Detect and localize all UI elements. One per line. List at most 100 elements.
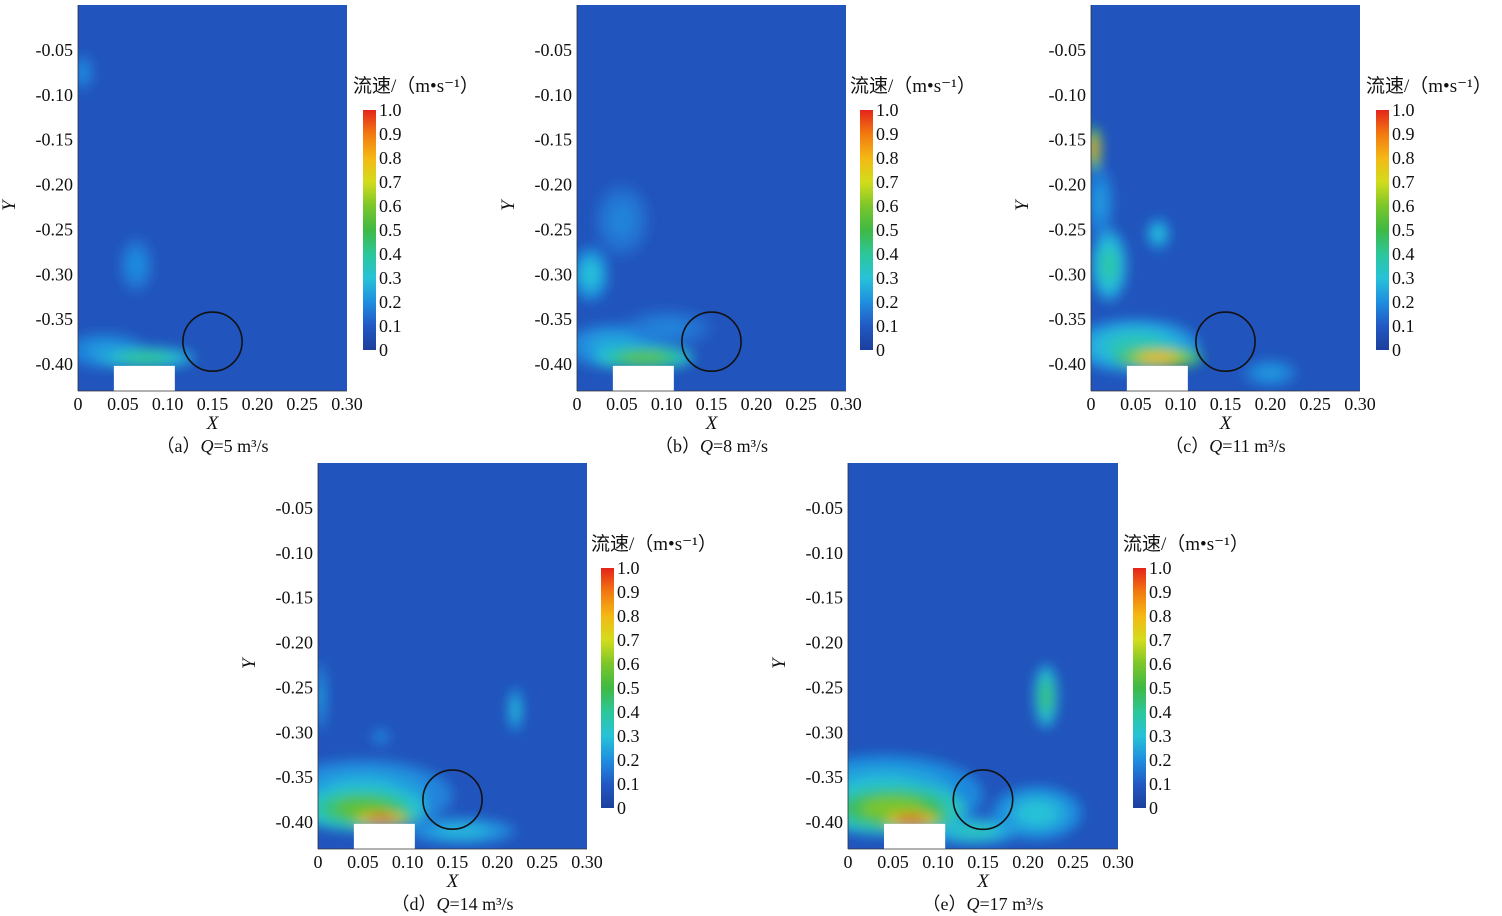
velocity-hotspot <box>646 320 687 337</box>
y-tick-label: -0.10 <box>36 85 74 105</box>
colorbar-tick-label: 0.4 <box>1392 244 1415 264</box>
colorbar-tick-label: 0 <box>617 798 626 818</box>
y-axis-label: Y <box>498 198 519 211</box>
panel-b: 0 0.05 0.10 0.15 0.20 0.25 0.30-0.05-0.10-0.15… <box>498 5 976 456</box>
colorbar-tick-label: 0.4 <box>617 702 640 722</box>
x-tick-label: 0.10 <box>152 394 184 414</box>
colorbar-tick-label: 0.2 <box>1149 750 1172 770</box>
colorbar-tick-label: 0.2 <box>379 292 402 312</box>
y-tick-label: -0.35 <box>806 767 844 787</box>
colorbar-tick-label: 0.6 <box>876 196 899 216</box>
obstacle-circle <box>182 311 243 373</box>
y-tick-label: -0.10 <box>806 543 844 563</box>
panel-c: 0 0.05 0.10 0.15 0.20 0.25 0.30-0.05-0.10-0.15… <box>1012 5 1492 456</box>
velocity-hotspot <box>129 253 144 278</box>
inlet-block <box>884 823 946 849</box>
caption-value: =8 m³/s <box>713 436 768 456</box>
x-tick-label: 0 <box>1087 394 1096 414</box>
colorbar-tick-label: 0.7 <box>617 630 640 650</box>
inlet-block <box>1126 365 1188 391</box>
caption-prefix: （b） <box>655 436 700 456</box>
colorbar <box>1133 568 1146 808</box>
x-tick-label: 0.25 <box>785 394 817 414</box>
y-tick-label: -0.40 <box>1049 354 1087 374</box>
panel-caption: （e）Q=17 m³/s <box>922 894 1043 914</box>
caption-value: =5 m³/s <box>213 436 268 456</box>
inlet-block <box>353 823 415 849</box>
y-tick-label: -0.35 <box>535 309 573 329</box>
y-tick-label: -0.25 <box>535 219 573 239</box>
y-tick-label: -0.15 <box>535 130 573 150</box>
y-tick-label: -0.05 <box>276 498 314 518</box>
x-tick-label: 0.30 <box>830 394 862 414</box>
y-tick-label: -0.20 <box>535 175 573 195</box>
x-axis-label: X <box>976 871 990 892</box>
y-tick-label: -0.30 <box>276 722 314 742</box>
colorbar-tick-label: 0.1 <box>876 316 899 336</box>
velocity-hotspot <box>512 699 519 720</box>
panel-d: 0 0.05 0.10 0.15 0.20 0.25 0.30-0.05-0.10-0.15… <box>239 463 717 914</box>
caption-prefix: （e） <box>922 894 966 914</box>
colorbar-tick-label: 0.3 <box>379 268 402 288</box>
velocity-hotspot <box>894 815 928 824</box>
colorbar-tick-label: 0.7 <box>1392 172 1415 192</box>
x-tick-label: 0 <box>314 852 323 872</box>
x-tick-label: 0 <box>844 852 853 872</box>
colorbar-tick-label: 1.0 <box>876 100 899 120</box>
y-tick-label: -0.30 <box>1049 264 1087 284</box>
velocity-hotspot <box>78 64 88 81</box>
colorbar-tick-label: 0.6 <box>617 654 640 674</box>
inlet-block <box>113 365 175 391</box>
x-tick-label: 0.15 <box>967 852 999 872</box>
y-tick-label: -0.20 <box>36 175 74 195</box>
velocity-hotspot <box>1093 186 1107 219</box>
x-tick-label: 0.20 <box>482 852 514 872</box>
velocity-hotspot <box>437 824 486 838</box>
y-tick-label: -0.05 <box>535 40 573 60</box>
velocity-hotspot <box>582 262 599 287</box>
x-tick-label: 0.20 <box>1255 394 1287 414</box>
colorbar-tick-label: 0.2 <box>1392 292 1415 312</box>
colorbar-tick-label: 1.0 <box>617 558 640 578</box>
x-tick-label: 0.05 <box>347 852 379 872</box>
caption-prefix: （c） <box>1165 436 1209 456</box>
contour-field <box>848 463 1118 849</box>
x-tick-label: 0.10 <box>392 852 424 872</box>
colorbar-tick-label: 0.3 <box>1392 268 1415 288</box>
colorbar-title: 流速/（m•s⁻¹） <box>353 75 479 97</box>
colorbar-tick-label: 0.8 <box>876 148 899 168</box>
velocity-hotspot <box>1153 227 1164 241</box>
x-tick-label: 0.15 <box>1210 394 1242 414</box>
y-tick-label: -0.30 <box>806 722 844 742</box>
velocity-hotspot <box>365 815 397 822</box>
y-tick-label: -0.40 <box>535 354 573 374</box>
y-tick-label: -0.10 <box>1049 85 1087 105</box>
colorbar-title: 流速/（m•s⁻¹） <box>1366 75 1492 97</box>
x-tick-label: 0.30 <box>1344 394 1376 414</box>
colorbar-tick-label: 0.5 <box>379 220 402 240</box>
y-tick-label: -0.20 <box>1049 175 1087 195</box>
y-tick-label: -0.20 <box>276 633 314 653</box>
inlet-block <box>612 365 674 391</box>
caption-prefix: （a） <box>156 436 200 456</box>
caption-q-symbol: Q <box>1209 436 1222 456</box>
velocity-hotspot <box>1138 352 1179 363</box>
caption-q-symbol: Q <box>200 436 213 456</box>
obstacle-circle <box>1195 311 1256 373</box>
velocity-hotspot <box>622 352 667 364</box>
colorbar-tick-label: 0.8 <box>1149 606 1172 626</box>
caption-value: =14 m³/s <box>449 894 513 914</box>
colorbar <box>363 110 376 350</box>
x-tick-label: 0.10 <box>651 394 683 414</box>
colorbar-tick-label: 0.4 <box>876 244 899 264</box>
velocity-hotspot <box>1258 366 1283 380</box>
panel-caption: （a）Q=5 m³/s <box>156 436 268 456</box>
x-tick-label: 0.30 <box>1102 852 1134 872</box>
caption-q-symbol: Q <box>966 894 979 914</box>
x-tick-label: 0.05 <box>877 852 909 872</box>
colorbar-tick-label: 0.7 <box>876 172 899 192</box>
y-axis-label: Y <box>0 198 20 211</box>
colorbar-tick-label: 0.3 <box>876 268 899 288</box>
colorbar-tick-label: 0.4 <box>1149 702 1172 722</box>
